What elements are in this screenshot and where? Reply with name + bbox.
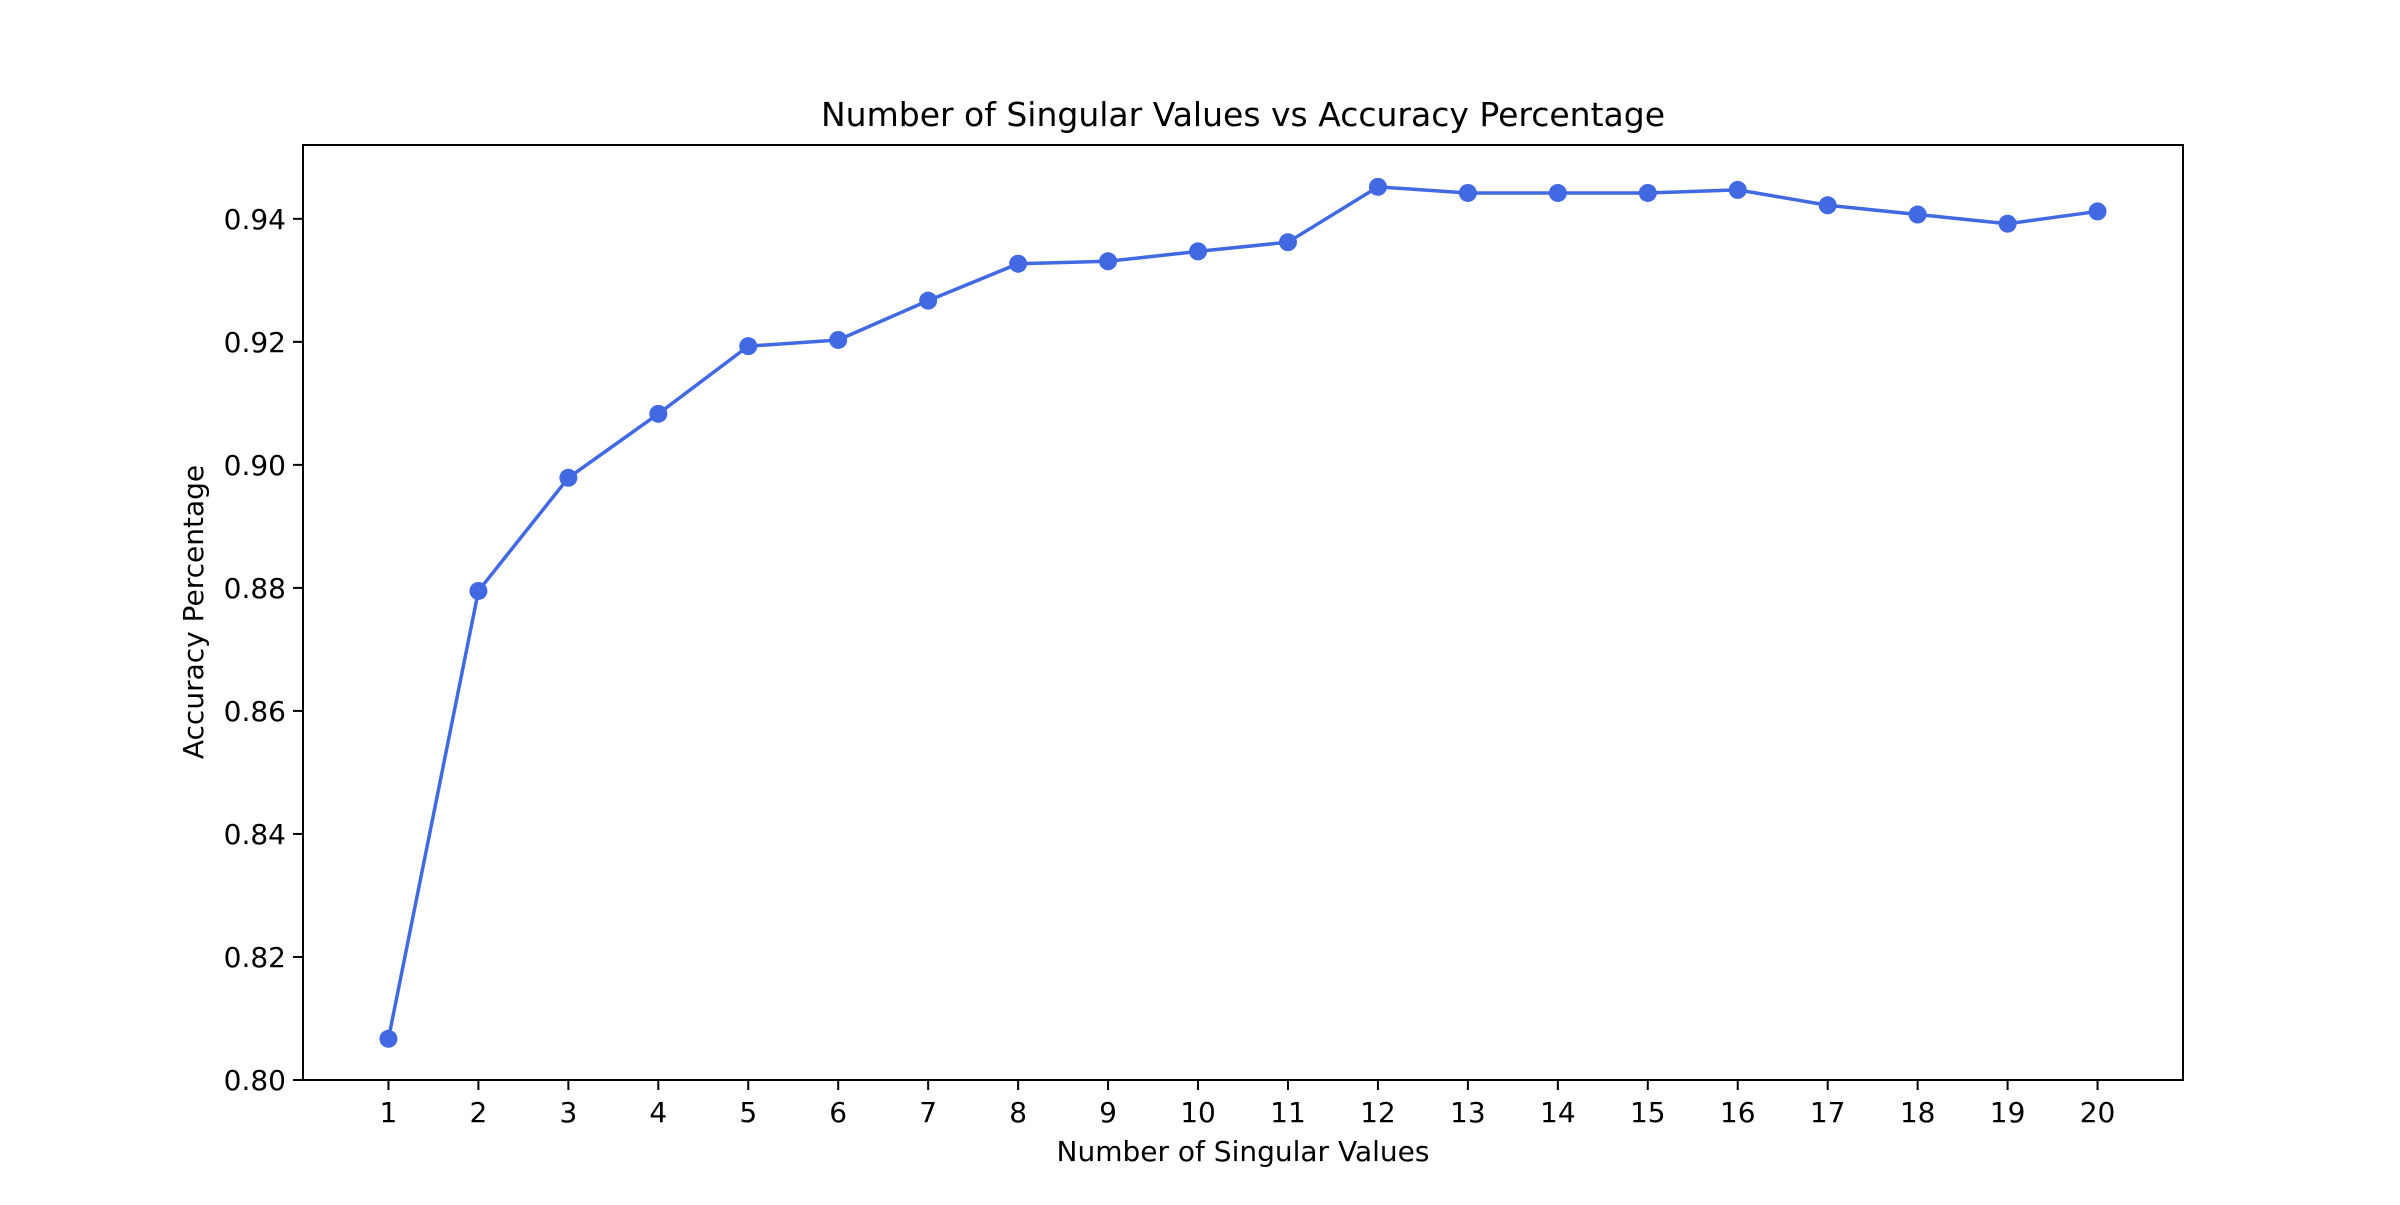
x-tick-label: 19 <box>1990 1096 2026 1129</box>
x-tick-label: 7 <box>919 1096 937 1129</box>
x-tick-label: 14 <box>1540 1096 1576 1129</box>
data-point <box>1638 183 1657 202</box>
x-tick-label: 2 <box>469 1096 487 1129</box>
plot-area-frame <box>302 144 2184 1081</box>
x-tick-label: 15 <box>1630 1096 1666 1129</box>
data-point <box>1458 183 1477 202</box>
x-tick-label: 12 <box>1360 1096 1396 1129</box>
data-point <box>1278 233 1297 252</box>
x-tick-label: 11 <box>1270 1096 1306 1129</box>
x-tick-label: 1 <box>380 1096 398 1129</box>
data-point <box>1009 254 1028 273</box>
y-tick-label: 0.86 <box>224 695 286 728</box>
data-point <box>1818 196 1837 215</box>
x-tick-label: 5 <box>739 1096 757 1129</box>
data-point <box>1189 242 1208 261</box>
data-point <box>649 404 668 423</box>
x-tick-label: 10 <box>1180 1096 1216 1129</box>
data-point <box>829 330 848 349</box>
y-tick-label: 0.80 <box>224 1064 286 1097</box>
data-point <box>919 291 938 310</box>
y-axis-label: Accuracy Percentage <box>177 465 210 759</box>
y-axis: 0.80 0.82 0.84 0.86 0.88 0.90 0.92 0.94 <box>224 203 303 1097</box>
y-tick-label: 0.90 <box>224 449 286 482</box>
x-tick-label: 13 <box>1450 1096 1486 1129</box>
x-tick-label: 8 <box>1009 1096 1027 1129</box>
data-point <box>559 468 578 487</box>
data-point <box>739 337 758 356</box>
y-tick-label: 0.88 <box>224 572 286 605</box>
chart-title: Number of Singular Values vs Accuracy Pe… <box>821 95 1665 134</box>
x-tick-label: 4 <box>649 1096 667 1129</box>
data-point <box>1368 177 1387 196</box>
data-point <box>2088 202 2107 221</box>
x-tick-label: 17 <box>1810 1096 1846 1129</box>
y-tick-label: 0.92 <box>224 326 286 359</box>
series-line <box>386 185 2100 1041</box>
data-point <box>1099 252 1118 271</box>
y-tick-label: 0.82 <box>224 941 286 974</box>
x-tick-label: 9 <box>1099 1096 1117 1129</box>
data-point <box>1728 180 1747 199</box>
x-tick-label: 3 <box>559 1096 577 1129</box>
data-point <box>469 581 488 600</box>
x-tick-label: 16 <box>1720 1096 1756 1129</box>
y-tick-label: 0.84 <box>224 818 286 851</box>
data-point <box>379 1029 398 1048</box>
x-axis-label: Number of Singular Values <box>1057 1135 1430 1168</box>
x-tick-label: 18 <box>1900 1096 1936 1129</box>
x-tick-label: 6 <box>829 1096 847 1129</box>
data-point <box>1908 205 1927 224</box>
x-axis: 1 2 3 4 5 6 7 8 9 10 11 12 13 14 15 16 17 18 19 20 <box>380 1080 2116 1129</box>
x-tick-label: 20 <box>2080 1096 2116 1129</box>
data-point <box>1548 183 1567 202</box>
y-tick-label: 0.94 <box>224 203 286 236</box>
data-point <box>1998 214 2017 233</box>
series-accuracy <box>379 177 2107 1048</box>
